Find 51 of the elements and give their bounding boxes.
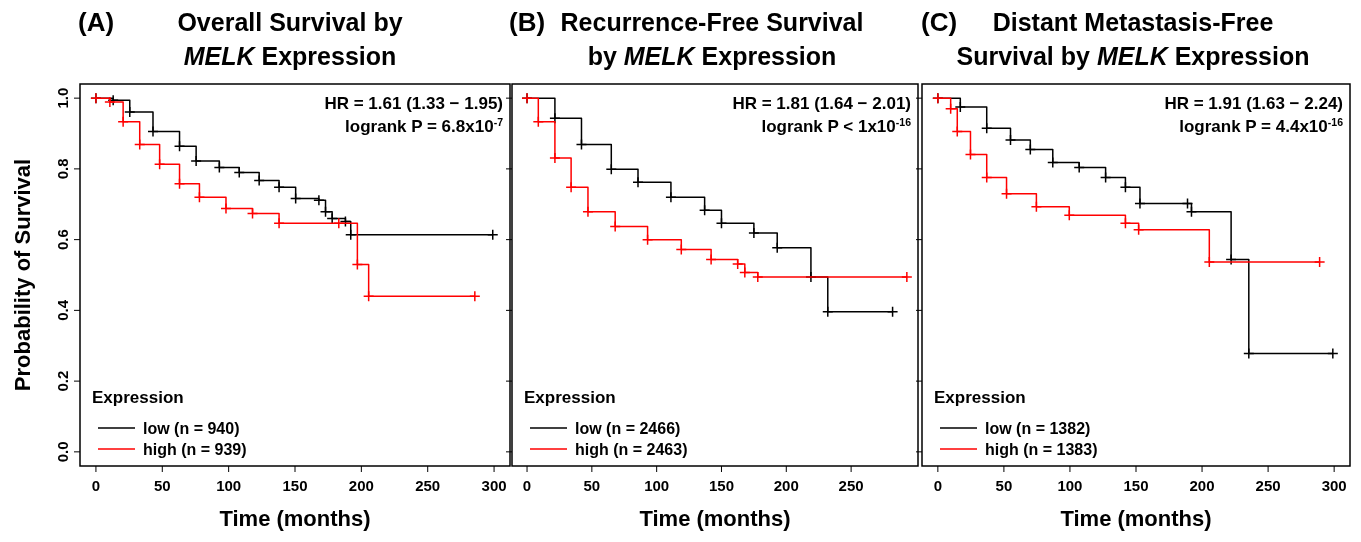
legend-title: Expression [934,388,1026,407]
x-tick-label: 100 [644,477,670,494]
x-tick-label: 150 [1123,477,1149,494]
y-tick-label: 0.4 [54,299,71,321]
x-tick-label: 300 [481,477,507,494]
legend-label: low (n = 940) [143,420,240,437]
y-tick-label: 0.6 [54,229,71,251]
x-axis-title: Time (months) [1060,506,1212,531]
chart-title: Recurrence-Free Survival by MELK Expression [560,8,864,70]
legend-title: Expression [92,388,184,407]
x-tick-label: 50 [153,477,171,494]
x-tick-label: 150 [282,477,308,494]
legend-title: Expression [524,388,616,407]
chart-title: Distant Metastasis-Free Survival by MELK Expression [956,8,1310,70]
text: (B) [509,7,546,37]
legend-label: low (n = 2466) [575,420,681,437]
annotation: logrank P = 4.4x10$^{-16}$ [1179,116,1344,136]
x-tick-label: 0 [522,477,532,494]
x-tick-label: 300 [1321,477,1347,494]
legend-label: low (n = 1382) [985,420,1091,437]
x-tick-label: 200 [1189,477,1215,494]
text: (C) [921,7,958,37]
annotation: HR = 1.91 (1.63 − 2.24) [1164,94,1343,113]
x-tick-label: 200 [348,477,374,494]
y-tick-label: 1.0 [54,87,71,109]
annotation: HR = 1.81 (1.64 − 2.01) [732,94,911,113]
x-tick-label: 50 [995,477,1013,494]
y-tick-label: 0.0 [54,441,71,463]
y-tick-label: 0.8 [54,158,71,180]
x-tick-label: 0 [91,477,101,494]
text: (A) [78,7,115,37]
annotation: logrank P < 1x10$^{-16}$ [761,116,912,136]
x-axis-title: Time (months) [219,506,371,531]
chart-title: Overall Survival by MELK Expression [177,8,403,70]
x-tick-label: 250 [415,477,441,494]
x-tick-label: 100 [1057,477,1083,494]
annotation: HR = 1.61 (1.33 − 1.95) [324,94,503,113]
x-tick-label: 250 [1255,477,1281,494]
y-axis-title: Probability of Survival [10,158,35,392]
x-tick-label: 250 [838,477,864,494]
legend-label: high (n = 2463) [575,441,688,458]
x-tick-label: 200 [773,477,799,494]
legend-label: high (n = 1383) [985,441,1098,458]
x-tick-label: 150 [708,477,734,494]
x-tick-label: 50 [583,477,601,494]
x-axis-title: Time (months) [639,506,791,531]
x-tick-label: 0 [933,477,943,494]
legend-label: high (n = 939) [143,441,247,458]
annotation: logrank P = 6.8x10$^{-7}$ [345,116,504,136]
y-tick-label: 0.2 [54,370,71,392]
x-tick-label: 100 [216,477,242,494]
